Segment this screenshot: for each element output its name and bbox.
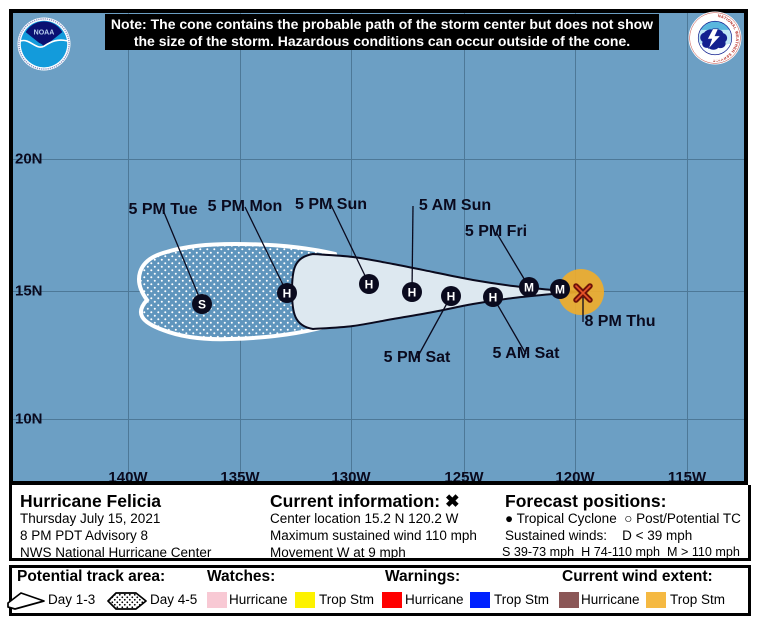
svg-text:NOAA: NOAA	[34, 29, 55, 36]
svg-text:H: H	[489, 291, 498, 305]
svg-text:H: H	[283, 287, 292, 301]
svg-text:H: H	[408, 286, 417, 300]
svg-text:S: S	[198, 298, 206, 312]
svg-text:M: M	[555, 283, 565, 297]
svg-text:M: M	[524, 281, 534, 295]
svg-text:H: H	[365, 278, 374, 292]
svg-text:H: H	[447, 290, 456, 304]
